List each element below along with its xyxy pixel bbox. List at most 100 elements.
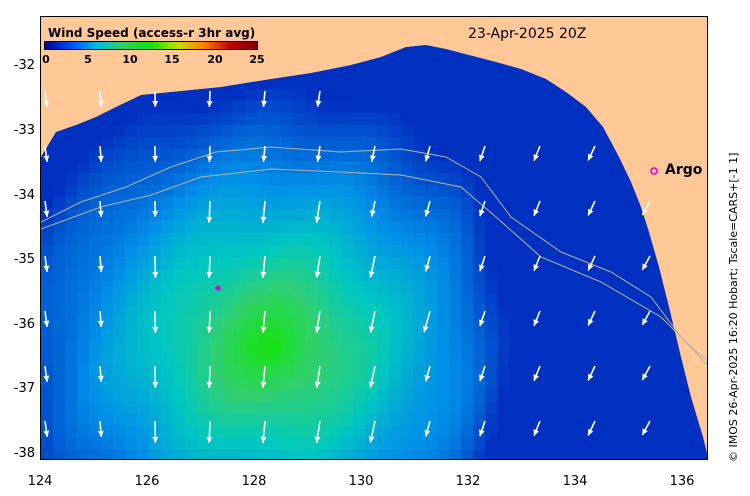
wind-speed-cell bbox=[473, 449, 486, 459]
wind-speed-cell bbox=[605, 221, 618, 234]
wind-speed-cell bbox=[185, 125, 198, 138]
wind-speed-cell bbox=[305, 401, 318, 414]
wind-speed-cell bbox=[545, 389, 558, 402]
wind-speed-cell bbox=[281, 425, 294, 438]
wind-speed-cell bbox=[641, 449, 654, 459]
wind-speed-cell bbox=[497, 425, 510, 438]
wind-arrow bbox=[478, 420, 486, 437]
wind-speed-cell bbox=[461, 365, 474, 378]
wind-speed-cell bbox=[77, 413, 90, 426]
lon-tick-label: 132 bbox=[455, 474, 481, 489]
wind-speed-cell bbox=[185, 149, 198, 162]
wind-speed-cell bbox=[137, 329, 150, 342]
wind-speed-cell bbox=[413, 113, 426, 126]
wind-speed-cell bbox=[593, 197, 606, 210]
wind-speed-cell bbox=[77, 425, 90, 438]
wind-speed-cell bbox=[77, 437, 90, 450]
wind-speed-cell bbox=[137, 293, 150, 306]
wind-speed-cell bbox=[593, 401, 606, 414]
wind-speed-cell bbox=[77, 257, 90, 270]
wind-speed-cell bbox=[305, 365, 318, 378]
wind-speed-cell bbox=[617, 389, 630, 402]
wind-speed-cell bbox=[545, 137, 558, 150]
wind-speed-cell bbox=[161, 233, 174, 246]
wind-speed-cell bbox=[173, 293, 186, 306]
wind-speed-cell bbox=[449, 305, 462, 318]
wind-speed-cell bbox=[497, 341, 510, 354]
wind-speed-cell bbox=[101, 305, 114, 318]
wind-speed-cell bbox=[581, 125, 594, 138]
wind-speed-cell bbox=[533, 101, 546, 114]
wind-speed-cell bbox=[233, 365, 246, 378]
wind-speed-cell bbox=[365, 329, 378, 342]
wind-speed-cell bbox=[485, 89, 498, 102]
wind-speed-cell bbox=[185, 329, 198, 342]
wind-speed-cell bbox=[125, 173, 138, 186]
lat-tick-label: -33 bbox=[13, 123, 35, 138]
wind-speed-cell bbox=[269, 293, 282, 306]
wind-speed-cell bbox=[89, 161, 102, 174]
wind-speed-cell bbox=[305, 245, 318, 258]
wind-speed-cell bbox=[341, 233, 354, 246]
wind-speed-cell bbox=[341, 305, 354, 318]
wind-speed-cell bbox=[437, 197, 450, 210]
wind-speed-cell bbox=[233, 377, 246, 390]
wind-speed-cell bbox=[521, 269, 534, 282]
wind-speed-cell bbox=[557, 221, 570, 234]
wind-speed-cell bbox=[269, 233, 282, 246]
wind-speed-cell bbox=[137, 365, 150, 378]
wind-speed-cell bbox=[89, 173, 102, 186]
wind-speed-cell bbox=[557, 245, 570, 258]
wind-arrow bbox=[97, 365, 104, 383]
wind-speed-cell bbox=[173, 449, 186, 459]
wind-speed-cell bbox=[557, 305, 570, 318]
wind-speed-cell bbox=[221, 293, 234, 306]
wind-speed-cell bbox=[365, 101, 378, 114]
wind-speed-cell bbox=[377, 77, 390, 90]
wind-speed-cell bbox=[485, 389, 498, 402]
wind-speed-cell bbox=[281, 377, 294, 390]
wind-speed-cell bbox=[113, 401, 126, 414]
wind-speed-cell bbox=[593, 209, 606, 222]
wind-speed-cell bbox=[233, 425, 246, 438]
wind-speed-cell bbox=[533, 377, 546, 390]
wind-speed-cell bbox=[365, 197, 378, 210]
map-area[interactable] bbox=[40, 16, 708, 460]
wind-speed-cell bbox=[533, 113, 546, 126]
wind-speed-cell bbox=[137, 125, 150, 138]
wind-speed-cell bbox=[257, 89, 270, 102]
wind-speed-cell bbox=[101, 173, 114, 186]
wind-speed-cell bbox=[269, 341, 282, 354]
wind-speed-cell bbox=[209, 221, 222, 234]
wind-speed-cell bbox=[569, 413, 582, 426]
wind-speed-cell bbox=[329, 281, 342, 294]
wind-speed-cell bbox=[161, 365, 174, 378]
wind-speed-cell bbox=[89, 365, 102, 378]
wind-speed-cell bbox=[617, 353, 630, 366]
wind-speed-cell bbox=[161, 221, 174, 234]
wind-speed-cell bbox=[593, 185, 606, 198]
wind-speed-cell bbox=[413, 377, 426, 390]
wind-speed-cell bbox=[545, 125, 558, 138]
wind-speed-cell bbox=[233, 389, 246, 402]
wind-speed-cell bbox=[185, 269, 198, 282]
wind-speed-cell bbox=[233, 113, 246, 126]
wind-speed-cell bbox=[425, 305, 438, 318]
wind-speed-cell bbox=[185, 353, 198, 366]
wind-speed-cell bbox=[329, 353, 342, 366]
wind-speed-cell bbox=[293, 401, 306, 414]
argo-float-marker[interactable] bbox=[650, 167, 658, 175]
wind-speed-cell bbox=[641, 329, 654, 342]
wind-speed-cell bbox=[53, 293, 66, 306]
ocean-float-marker[interactable] bbox=[215, 285, 221, 291]
wind-speed-cell bbox=[137, 353, 150, 366]
wind-speed-cell bbox=[401, 365, 414, 378]
wind-speed-cell bbox=[389, 389, 402, 402]
wind-speed-cell bbox=[281, 437, 294, 450]
wind-speed-cell bbox=[353, 137, 366, 150]
map-date-label: 23-Apr-2025 20Z bbox=[468, 26, 587, 42]
wind-speed-cell bbox=[473, 317, 486, 330]
wind-speed-cell bbox=[65, 161, 78, 174]
wind-speed-cell bbox=[77, 245, 90, 258]
wind-speed-cell bbox=[233, 329, 246, 342]
